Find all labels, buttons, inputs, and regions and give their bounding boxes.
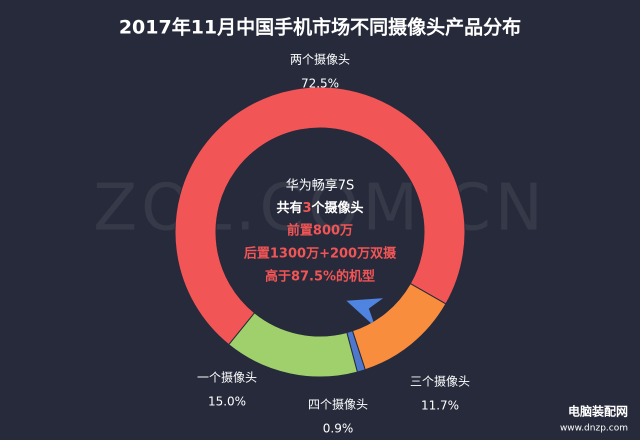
corner-name: 电脑装配网 [568, 404, 628, 419]
count-text: 个摄像头 [311, 200, 364, 216]
slice-value: 11.7% [421, 399, 459, 413]
donut-slice [174, 86, 466, 346]
slice-label: 两个摄像头 [290, 52, 350, 67]
slice-label: 三个摄像头 [410, 374, 470, 389]
center-front: 前置800万 [287, 223, 353, 239]
chart-title: 2017年11月中国手机市场不同摄像头产品分布 [119, 16, 521, 39]
count-number: 3 [302, 201, 311, 216]
slice-value: 0.9% [323, 422, 354, 436]
watermark: ZOL.COM.CN [93, 172, 546, 246]
slice-label: 四个摄像头 [308, 397, 368, 412]
center-count: 共有3个摄像头 [276, 200, 363, 216]
arrow [346, 298, 384, 324]
slice-label: 一个摄像头 [197, 370, 257, 385]
donut-slice [228, 312, 359, 378]
center-rear: 后置1300万+200万双摄 [244, 246, 397, 262]
center-rank: 高于87.5%的机型 [265, 269, 375, 285]
donut [174, 86, 466, 378]
center-model: 华为畅享7S [286, 178, 355, 194]
count-text: 共有 [276, 200, 302, 216]
slice-value: 72.5% [301, 77, 339, 91]
slice-value: 15.0% [208, 395, 246, 409]
corner-url: www.dnzp.com [560, 424, 628, 434]
